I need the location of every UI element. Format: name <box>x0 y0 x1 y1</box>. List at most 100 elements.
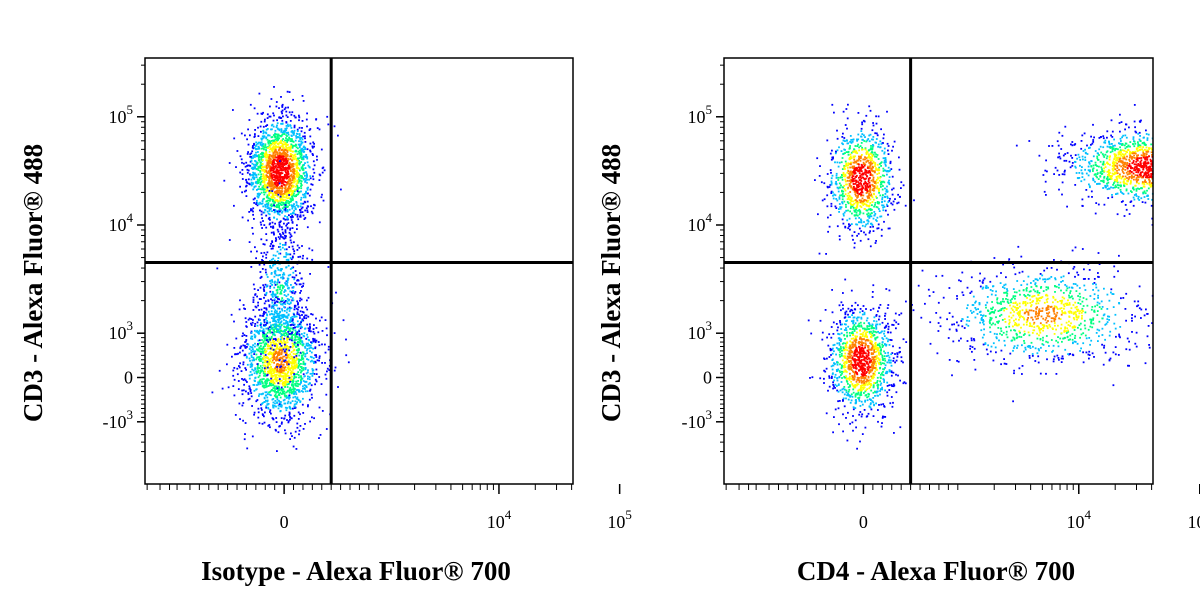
event-dot <box>873 214 876 217</box>
event-dot <box>261 163 264 165</box>
event-dot <box>244 354 247 356</box>
event-dot <box>282 181 284 184</box>
event-dot <box>863 202 866 205</box>
event-dot <box>269 383 272 386</box>
event-dot <box>849 191 852 193</box>
event-dot <box>278 158 281 160</box>
event-dot <box>273 371 276 373</box>
event-dot <box>306 157 309 160</box>
event-dot <box>883 181 886 184</box>
event-dot <box>285 319 287 322</box>
event-dot <box>265 239 268 242</box>
event-dot <box>291 384 293 387</box>
event-dot <box>257 142 259 145</box>
event-dot <box>290 351 293 353</box>
event-dot <box>321 330 324 332</box>
event-dot <box>298 354 301 357</box>
event-dot <box>873 205 875 208</box>
event-dot <box>274 270 277 273</box>
event-dot <box>874 204 876 206</box>
event-dot <box>260 403 262 406</box>
event-dot <box>281 303 284 305</box>
event-dot <box>262 173 265 175</box>
event-dot <box>260 158 263 161</box>
event-dot <box>299 299 301 302</box>
event-dot <box>250 318 253 320</box>
event-dot <box>867 220 870 223</box>
event-dot <box>268 379 270 382</box>
event-dot <box>312 178 315 181</box>
event-dot <box>302 412 305 414</box>
event-dot <box>293 114 296 117</box>
event-dot <box>841 142 843 145</box>
event-dot <box>877 169 879 172</box>
event-dot <box>286 226 289 229</box>
event-dot <box>251 365 253 368</box>
event-dot <box>272 167 275 170</box>
event-dot <box>286 333 288 336</box>
event-dot <box>261 382 264 384</box>
event-dot <box>273 325 276 328</box>
event-dot <box>311 146 314 149</box>
event-dot <box>863 134 865 137</box>
event-dot <box>831 174 834 177</box>
event-dot <box>292 185 295 187</box>
event-dot <box>274 337 277 340</box>
event-dot <box>258 380 261 382</box>
event-dot <box>268 367 271 369</box>
event-dot <box>272 263 275 266</box>
event-dot <box>297 374 300 376</box>
event-dot <box>889 197 891 200</box>
event-dot <box>271 376 274 378</box>
event-dot <box>264 359 266 362</box>
event-dot <box>274 162 276 165</box>
event-dot <box>293 388 295 391</box>
event-dot <box>272 125 275 128</box>
event-dot <box>313 339 316 342</box>
event-dot <box>276 182 279 184</box>
event-dot <box>281 228 284 231</box>
event-dot <box>290 364 293 367</box>
event-dot <box>263 181 266 183</box>
event-dot <box>273 313 276 316</box>
event-dot <box>271 317 273 319</box>
event-dot <box>274 301 277 304</box>
event-dot <box>264 318 267 321</box>
event-dot <box>278 116 280 119</box>
event-dot <box>306 348 309 350</box>
event-dot <box>264 351 267 354</box>
event-dot <box>233 367 236 369</box>
event-dot <box>262 220 264 222</box>
event-dot <box>347 361 350 364</box>
event-dot <box>281 231 284 234</box>
event-dot <box>289 188 292 191</box>
event-dot <box>823 182 826 185</box>
event-dot <box>277 268 280 271</box>
event-dot <box>272 154 275 157</box>
event-dot <box>891 175 894 178</box>
event-dot <box>281 273 284 276</box>
event-dot <box>871 196 874 199</box>
event-dot <box>302 202 305 205</box>
event-dot <box>265 293 268 296</box>
event-dot <box>253 218 255 220</box>
event-dot <box>850 180 853 182</box>
event-dot <box>298 186 301 189</box>
event-dot <box>284 155 287 158</box>
event-dot <box>847 142 850 145</box>
event-dot <box>312 160 315 163</box>
event-dot <box>297 193 300 196</box>
event-dot <box>307 315 310 318</box>
event-dot <box>273 86 275 88</box>
event-dot <box>300 277 303 280</box>
event-dot <box>312 357 315 360</box>
event-dot <box>305 154 308 156</box>
event-dot <box>854 217 857 220</box>
event-dot <box>285 196 288 199</box>
event-dot <box>886 205 889 207</box>
event-dot <box>253 163 255 166</box>
event-dot <box>263 361 266 364</box>
event-dot <box>868 231 871 234</box>
event-dot <box>861 197 864 200</box>
event-dot <box>291 131 294 134</box>
